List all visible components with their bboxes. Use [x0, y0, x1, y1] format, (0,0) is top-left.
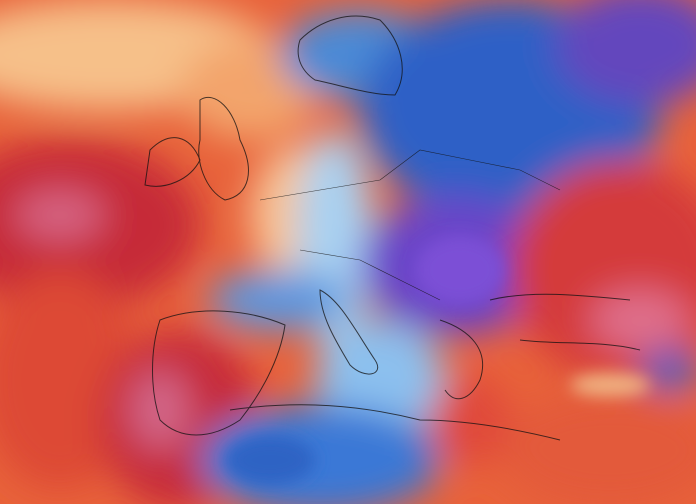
hot-zone — [430, 375, 510, 465]
coastline — [297, 15, 403, 96]
border — [259, 149, 561, 301]
hot-core — [590, 290, 690, 350]
hot-core — [130, 370, 190, 450]
coastlines — [144, 15, 641, 441]
very-cold-core — [415, 235, 505, 305]
coastline — [319, 289, 378, 375]
hot-zone — [500, 390, 696, 504]
coastline — [198, 97, 249, 201]
cold-zone — [210, 270, 350, 330]
very-cold-zone — [555, 0, 696, 105]
mild-zone — [570, 373, 650, 397]
coastline — [439, 319, 484, 400]
cold-zone — [640, 350, 696, 390]
coastline — [489, 293, 641, 351]
coastline — [144, 137, 201, 187]
coastline — [152, 310, 286, 436]
hot-core — [15, 190, 105, 240]
coastline — [229, 404, 561, 441]
cold-core — [225, 435, 315, 485]
detail-field — [225, 235, 650, 485]
